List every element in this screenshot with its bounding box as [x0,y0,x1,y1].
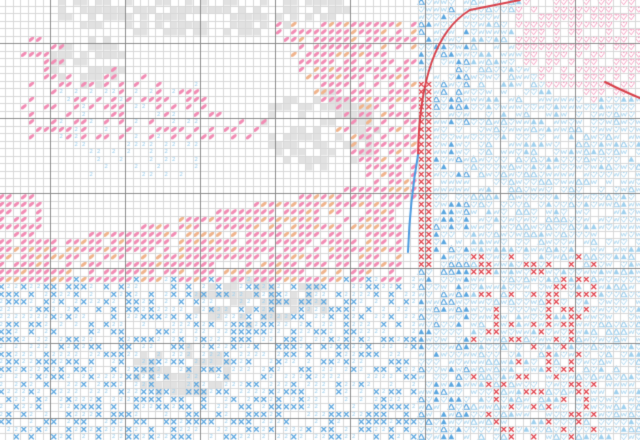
pattern-grid-canvas [0,0,640,440]
cross-stitch-chart [0,0,640,440]
